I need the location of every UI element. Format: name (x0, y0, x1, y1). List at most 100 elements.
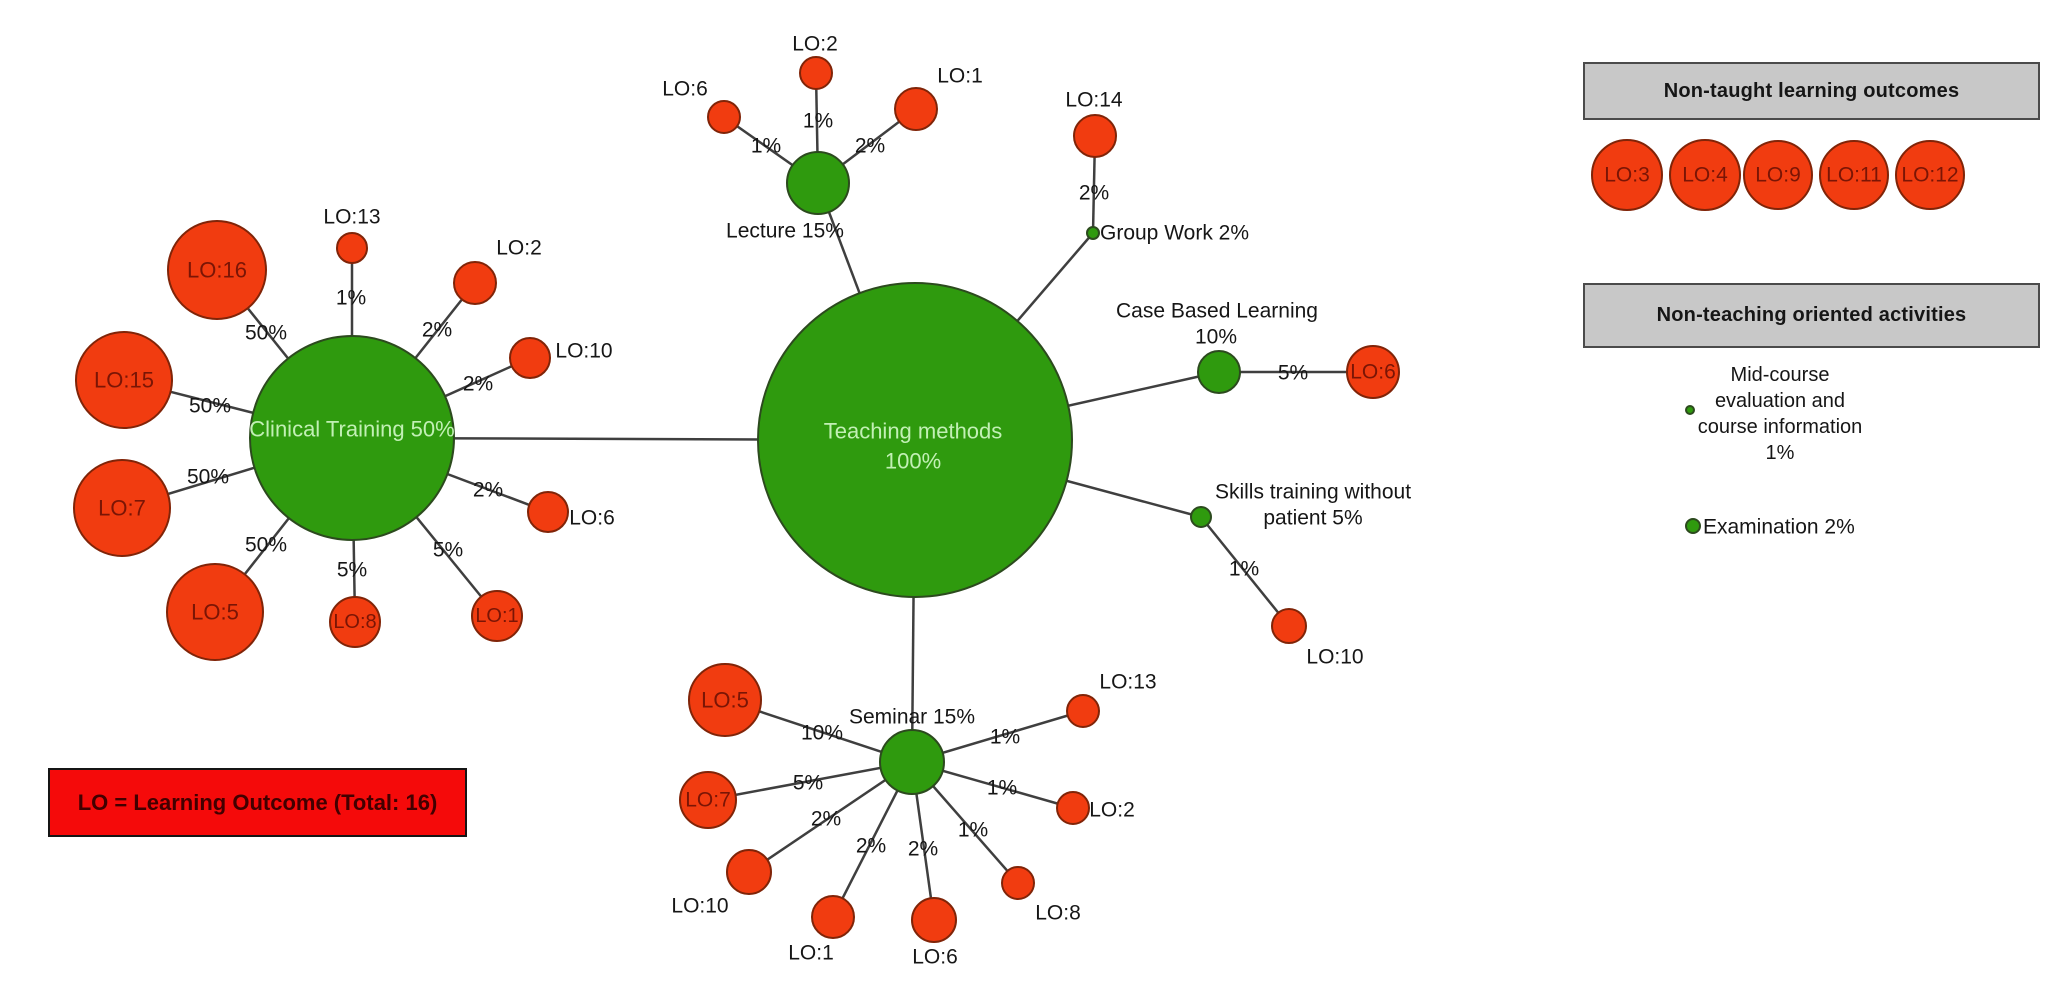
midcourse-label-line2: evaluation and (1715, 390, 1845, 412)
seminar-lo10 (726, 849, 772, 895)
groupwork-hub-dot (1086, 226, 1100, 240)
seminar-edge-lo7-pct: 5% (793, 772, 823, 795)
legend-box: LO = Learning Outcome (Total: 16) (48, 768, 467, 837)
clinical-edge-lo6-pct: 2% (473, 479, 503, 502)
clinical-lo5-label: LO:5 (191, 600, 239, 625)
non-teaching-header: Non-teaching oriented activities (1583, 283, 2040, 348)
seminar-lo1 (811, 895, 855, 939)
clinical-lo13 (336, 232, 368, 264)
clinical-lo16 (167, 220, 267, 320)
midcourse-dot (1685, 405, 1695, 415)
cbl-hub (1197, 350, 1241, 394)
clinical-lo7 (73, 459, 171, 557)
lecture-hub-label: Lecture 15% (726, 220, 844, 243)
clinical-lo10-label: LO:10 (555, 340, 612, 363)
edge-skills-lo10 (1200, 516, 1290, 627)
skills-lo10-label: LO:10 (1306, 646, 1363, 669)
seminar-edge-lo10-pct: 2% (811, 808, 841, 831)
cbl-edge-lo6-pct: 5% (1278, 362, 1308, 385)
clinical-lo8 (329, 596, 381, 648)
teaching-hub-label-line2: 100% (885, 449, 941, 474)
clinical-edge-lo5-pct: 50% (245, 534, 287, 557)
seminar-edge-lo2-pct: 1% (987, 777, 1017, 800)
clinical-lo8-label: LO:8 (333, 611, 376, 633)
skills-hub-dot (1190, 506, 1212, 528)
groupwork-hub-label: Group Work 2% (1100, 222, 1249, 245)
clinical-lo2-label: LO:2 (496, 237, 542, 260)
midcourse-label-line3: course information (1698, 416, 1863, 438)
seminar-edge-lo6-pct: 2% (908, 838, 938, 861)
seminar-lo6-label: LO:6 (912, 946, 958, 969)
clinical-lo7-label: LO:7 (98, 496, 146, 521)
non-taught-lo4 (1669, 139, 1741, 211)
clinical-edge-lo15-pct: 50% (189, 395, 231, 418)
non-taught-lo3-label: LO:3 (1604, 164, 1650, 187)
clinical-edge-lo8-pct: 5% (337, 559, 367, 582)
seminar-edge-lo13-pct: 1% (990, 726, 1020, 749)
seminar-lo7 (679, 771, 737, 829)
lecture-lo6 (707, 100, 741, 134)
seminar-hub (879, 729, 945, 795)
clinical-lo2 (453, 261, 497, 305)
clinical-lo16-label: LO:16 (187, 258, 247, 283)
clinical-lo1-label: LO:1 (475, 605, 518, 627)
seminar-lo6 (911, 897, 957, 943)
lecture-edge-lo1-pct: 2% (855, 135, 885, 158)
lecture-lo6-label: LO:6 (662, 78, 708, 101)
seminar-lo13-label: LO:13 (1099, 671, 1156, 694)
non-taught-lo12-label: LO:12 (1901, 164, 1958, 187)
clinical-edge-lo2-pct: 2% (422, 319, 452, 342)
clinical-hub-label: Clinical Training 50% (249, 417, 454, 442)
clinical-edge-lo13-pct: 1% (336, 287, 366, 310)
lecture-edge-lo6-pct: 1% (751, 135, 781, 158)
clinical-edge-lo7-pct: 50% (187, 466, 229, 489)
seminar-edge-lo5-pct: 10% (801, 722, 843, 745)
seminar-lo13 (1066, 694, 1100, 728)
non-taught-lo3 (1591, 139, 1663, 211)
lecture-lo1 (894, 87, 938, 131)
skills-hub-label-line2: patient 5% (1263, 507, 1362, 530)
teaching-hub-label-line1: Teaching methods (824, 419, 1003, 444)
cbl-lo6-label: LO:6 (1350, 361, 1396, 384)
cbl-lo6 (1346, 345, 1400, 399)
cbl-hub-label-line2: 10% (1195, 326, 1237, 349)
clinical-lo10 (509, 337, 551, 379)
seminar-hub-label: Seminar 15% (849, 706, 975, 729)
clinical-edge-lo10-pct: 2% (463, 373, 493, 396)
teaching-hub (757, 282, 1073, 598)
non-taught-lo9 (1743, 140, 1813, 210)
clinical-lo15-label: LO:15 (94, 368, 154, 393)
clinical-lo6-label: LO:6 (569, 507, 615, 530)
skills-hub-label-line1: Skills training without (1215, 481, 1411, 504)
clinical-lo5 (166, 563, 264, 661)
groupwork-lo14-label: LO:14 (1065, 89, 1123, 112)
clinical-lo15 (75, 331, 173, 429)
groupwork-lo14 (1073, 114, 1117, 158)
non-taught-lo4-label: LO:4 (1682, 164, 1728, 187)
seminar-lo5-label: LO:5 (701, 688, 749, 713)
seminar-lo1-label: LO:1 (788, 942, 834, 965)
seminar-edge-lo1-pct: 2% (856, 835, 886, 858)
clinical-hub (249, 335, 455, 541)
lecture-edge-lo2-pct: 1% (803, 110, 833, 133)
examination-dot (1685, 518, 1701, 534)
clinical-edge-lo1-pct: 5% (433, 539, 463, 562)
midcourse-label-line1: Mid-course (1731, 364, 1830, 386)
clinical-lo13-label: LO:13 (323, 206, 380, 229)
cbl-hub-label-line1: Case Based Learning (1116, 300, 1318, 323)
skills-edge-lo10-pct: 1% (1229, 558, 1259, 581)
lecture-hub (786, 151, 850, 215)
seminar-lo5 (688, 663, 762, 737)
non-taught-lo9-label: LO:9 (1755, 164, 1801, 187)
seminar-lo10-label: LO:10 (671, 895, 728, 918)
seminar-edge-lo8-pct: 1% (958, 819, 988, 842)
examination-label: Examination 2% (1703, 516, 1855, 539)
clinical-lo6 (527, 491, 569, 533)
non-taught-header: Non-taught learning outcomes (1583, 62, 2040, 120)
lecture-lo2-label: LO:2 (792, 33, 838, 56)
lecture-lo1-label: LO:1 (937, 65, 983, 88)
skills-lo10 (1271, 608, 1307, 644)
clinical-lo1 (471, 590, 523, 642)
